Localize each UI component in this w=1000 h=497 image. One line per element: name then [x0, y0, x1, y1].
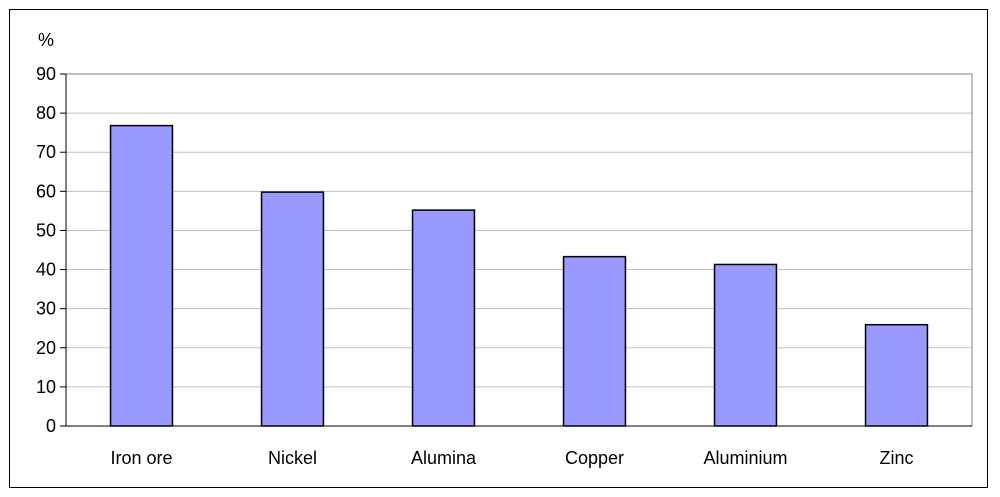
y-tick-label: 50 — [36, 220, 56, 240]
x-category-label: Alumina — [411, 448, 477, 468]
bar-nickel — [260, 191, 325, 427]
y-axis-unit-label: % — [38, 30, 54, 50]
y-tick-label: 40 — [36, 260, 56, 280]
y-tick-label: 0 — [46, 416, 56, 436]
x-category-label: Zinc — [879, 448, 913, 468]
y-tick-label: 10 — [36, 377, 56, 397]
x-category-label: Nickel — [268, 448, 317, 468]
bar-zinc — [864, 323, 929, 427]
y-tick-label: 20 — [36, 338, 56, 358]
bar-aluminium — [713, 263, 778, 427]
x-category-label: Aluminium — [703, 448, 787, 468]
axes — [60, 73, 972, 427]
gridlines — [66, 73, 972, 388]
bar-alumina — [411, 209, 476, 427]
y-tick-label: 30 — [36, 299, 56, 319]
y-tick-label: 70 — [36, 142, 56, 162]
y-tick-label: 60 — [36, 181, 56, 201]
y-tick-label: 90 — [36, 64, 56, 84]
bar-iron-ore — [109, 124, 174, 427]
plot-area — [65, 73, 973, 427]
x-category-labels: Iron ore Nickel Alumina Copper Aluminium Zinc — [110, 448, 913, 468]
bar-copper — [562, 255, 627, 427]
x-category-label: Copper — [565, 448, 624, 468]
x-category-label: Iron ore — [110, 448, 172, 468]
bars — [109, 124, 929, 427]
y-tick-label: 80 — [36, 103, 56, 123]
y-tick-labels: 0 10 20 30 40 50 60 70 80 90 — [36, 64, 56, 436]
